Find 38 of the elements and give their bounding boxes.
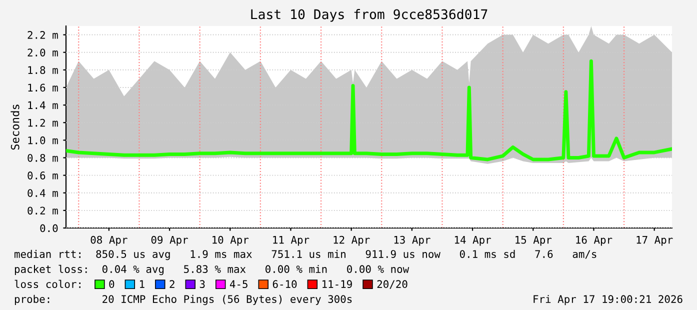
legend-label: 20/20 xyxy=(377,280,408,289)
x-tick-label: 15 Apr xyxy=(516,236,552,246)
y-tick-label: 1.4 m xyxy=(28,101,58,110)
text: Fri Apr 17 19:00:21 2026 xyxy=(534,294,682,306)
legend-label: 11-19 xyxy=(322,280,352,288)
legend-label: 0 xyxy=(109,280,114,288)
legend-title: loss color: xyxy=(14,280,80,288)
x-tick-label: 13 Apr xyxy=(394,236,430,246)
x-tick-label: 16 Apr xyxy=(576,236,612,246)
y-tick-label: 2.0 m xyxy=(28,48,58,56)
text: packet loss: 0.04 % avg 5.83 % max 0.00 % min 0.00 % now xyxy=(14,264,410,276)
x-tick-label: 08 Apr xyxy=(90,236,128,246)
text: probe: 20 ICMP Echo Pings (56 Bytes) every 300s xyxy=(14,294,352,306)
legend-label: 1 xyxy=(140,280,144,288)
y-tick-label: 0.4 m xyxy=(28,189,58,198)
legend-label: 3 xyxy=(200,280,205,288)
x-tick-label: 11 Apr xyxy=(273,236,310,246)
y-tick-label: 0.2 m xyxy=(28,206,58,215)
y-tick-label: 1.6 m xyxy=(28,84,58,92)
x-tick-label: 17 Apr xyxy=(636,236,673,246)
y-tick-label: 0.6 m xyxy=(28,172,58,180)
text: median rtt: 850.5 us avg 1.9 ms max 751.1 us min 911.9 us now 0.1 ms sd 7.6 am/s xyxy=(14,250,596,260)
line-series xyxy=(66,59,672,162)
y-tick-label: 1.2 m xyxy=(28,118,58,127)
y-tick-label: 1.0 m xyxy=(28,136,58,144)
y-tick-label: 0.8 m xyxy=(28,154,58,162)
legend-label: 2 xyxy=(170,280,174,288)
legend-label: 4-5 xyxy=(230,280,248,288)
x-tick-label: 09 Apr xyxy=(151,236,188,246)
chart-title: Last 10 Days from 9cce8536d017 xyxy=(251,9,488,22)
y-axis-title: Seconds xyxy=(10,104,20,150)
y-tick-label: 2.2 m xyxy=(28,31,58,39)
x-tick-label: 10 Apr xyxy=(212,236,249,246)
x-tick-label: 14 Apr xyxy=(454,236,491,246)
y-tick-label: 0.0 xyxy=(40,224,58,232)
x-tick-label: 12 Apr xyxy=(334,236,370,246)
y-tick-label: 1.8 m xyxy=(28,66,58,74)
legend-label: 6-10 xyxy=(272,280,297,288)
